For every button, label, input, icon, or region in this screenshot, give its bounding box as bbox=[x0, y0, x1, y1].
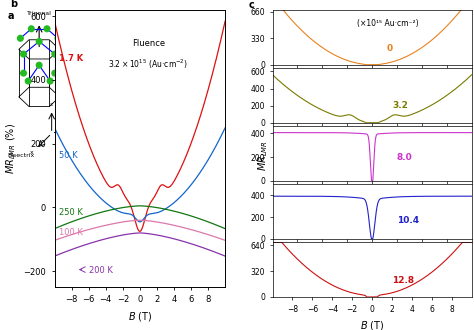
Circle shape bbox=[21, 70, 27, 76]
Polygon shape bbox=[131, 117, 143, 124]
Text: I⁻: I⁻ bbox=[166, 107, 170, 112]
Circle shape bbox=[52, 70, 58, 76]
Text: x: x bbox=[29, 150, 33, 155]
Text: B: B bbox=[173, 80, 180, 89]
Text: V₁⁺: V₁⁺ bbox=[100, 131, 109, 136]
Circle shape bbox=[52, 51, 58, 57]
Circle shape bbox=[55, 35, 61, 41]
Text: a: a bbox=[8, 11, 14, 21]
Text: Binary: Binary bbox=[64, 153, 84, 158]
Text: 12.8: 12.8 bbox=[392, 277, 414, 285]
Polygon shape bbox=[99, 117, 110, 124]
Polygon shape bbox=[109, 117, 121, 124]
Text: Trigonal: Trigonal bbox=[27, 11, 52, 16]
Text: Fluence: Fluence bbox=[132, 39, 165, 48]
Text: I⁺: I⁺ bbox=[79, 116, 83, 122]
Circle shape bbox=[26, 78, 31, 84]
Text: 3.2: 3.2 bbox=[392, 101, 408, 110]
Text: 0: 0 bbox=[387, 44, 393, 53]
Text: y: y bbox=[78, 123, 82, 128]
X-axis label: $B$ (T): $B$ (T) bbox=[360, 319, 384, 330]
Polygon shape bbox=[86, 116, 164, 125]
Circle shape bbox=[36, 39, 42, 44]
Text: 100 K: 100 K bbox=[59, 227, 82, 237]
X-axis label: $B$ (T): $B$ (T) bbox=[128, 310, 152, 323]
Circle shape bbox=[44, 26, 50, 32]
Text: Bisectrix: Bisectrix bbox=[8, 153, 35, 158]
Text: b: b bbox=[10, 0, 17, 9]
Text: 200 K: 200 K bbox=[89, 266, 112, 275]
Text: V₁⁻: V₁⁻ bbox=[126, 131, 134, 136]
Y-axis label: $MR_{LMR}$ (%): $MR_{LMR}$ (%) bbox=[4, 123, 18, 174]
Text: I: I bbox=[173, 91, 177, 100]
Circle shape bbox=[21, 51, 27, 57]
Polygon shape bbox=[120, 117, 132, 124]
Text: 10.4: 10.4 bbox=[397, 216, 419, 225]
Circle shape bbox=[47, 78, 53, 84]
Text: 50 K: 50 K bbox=[59, 151, 77, 160]
Text: 8.0: 8.0 bbox=[397, 152, 413, 161]
Circle shape bbox=[28, 26, 34, 32]
Text: z: z bbox=[50, 102, 53, 107]
Text: 1.7 K: 1.7 K bbox=[59, 54, 83, 63]
Text: $MR_{LMR}$: $MR_{LMR}$ bbox=[256, 140, 270, 171]
Text: $3.2\times10^{15}$ (Au·cm$^{-2}$): $3.2\times10^{15}$ (Au·cm$^{-2}$) bbox=[109, 58, 188, 71]
Text: 250 K: 250 K bbox=[59, 209, 82, 217]
Text: (×10¹⁵ Au·cm⁻²): (×10¹⁵ Au·cm⁻²) bbox=[357, 19, 419, 28]
Polygon shape bbox=[86, 106, 164, 116]
Text: c: c bbox=[249, 0, 255, 10]
Circle shape bbox=[36, 62, 42, 68]
Circle shape bbox=[18, 35, 23, 41]
Polygon shape bbox=[86, 116, 152, 125]
